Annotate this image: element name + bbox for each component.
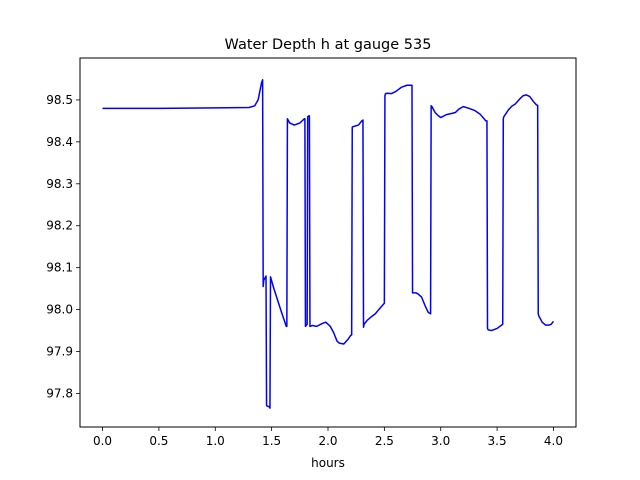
x-tick-label: 2.0 xyxy=(318,434,337,448)
x-tick-label: 0.5 xyxy=(149,434,168,448)
series-layer xyxy=(102,79,555,409)
chart-title: Water Depth h at gauge 535 xyxy=(225,37,432,53)
x-tick-label: 1.5 xyxy=(262,434,281,448)
series-line xyxy=(102,79,555,409)
x-axis-ticks: 0.0 0.5 1.0 1.5 2.0 2.5 3.0 3.5 4.0 xyxy=(93,427,563,448)
y-tick-label: 97.9 xyxy=(46,345,73,359)
x-tick-label: 1.0 xyxy=(206,434,225,448)
x-tick-label: 2.5 xyxy=(375,434,394,448)
x-tick-label: 3.5 xyxy=(488,434,507,448)
y-tick-label: 98.5 xyxy=(46,93,73,107)
y-tick-label: 98.4 xyxy=(46,135,73,149)
y-axis-ticks: 97.8 97.9 98.0 98.1 98.2 98.3 98.4 98.5 xyxy=(46,93,80,400)
y-tick-label: 97.8 xyxy=(46,386,73,400)
y-tick-label: 98.3 xyxy=(46,177,73,191)
y-tick-label: 98.2 xyxy=(46,219,73,233)
y-tick-label: 98.0 xyxy=(46,303,73,317)
x-axis-label: hours xyxy=(311,456,345,470)
plot-area xyxy=(79,57,577,428)
y-tick-label: 98.1 xyxy=(46,261,73,275)
x-tick-label: 3.0 xyxy=(431,434,450,448)
x-tick-label: 0.0 xyxy=(93,434,112,448)
x-tick-label: 4.0 xyxy=(544,434,563,448)
